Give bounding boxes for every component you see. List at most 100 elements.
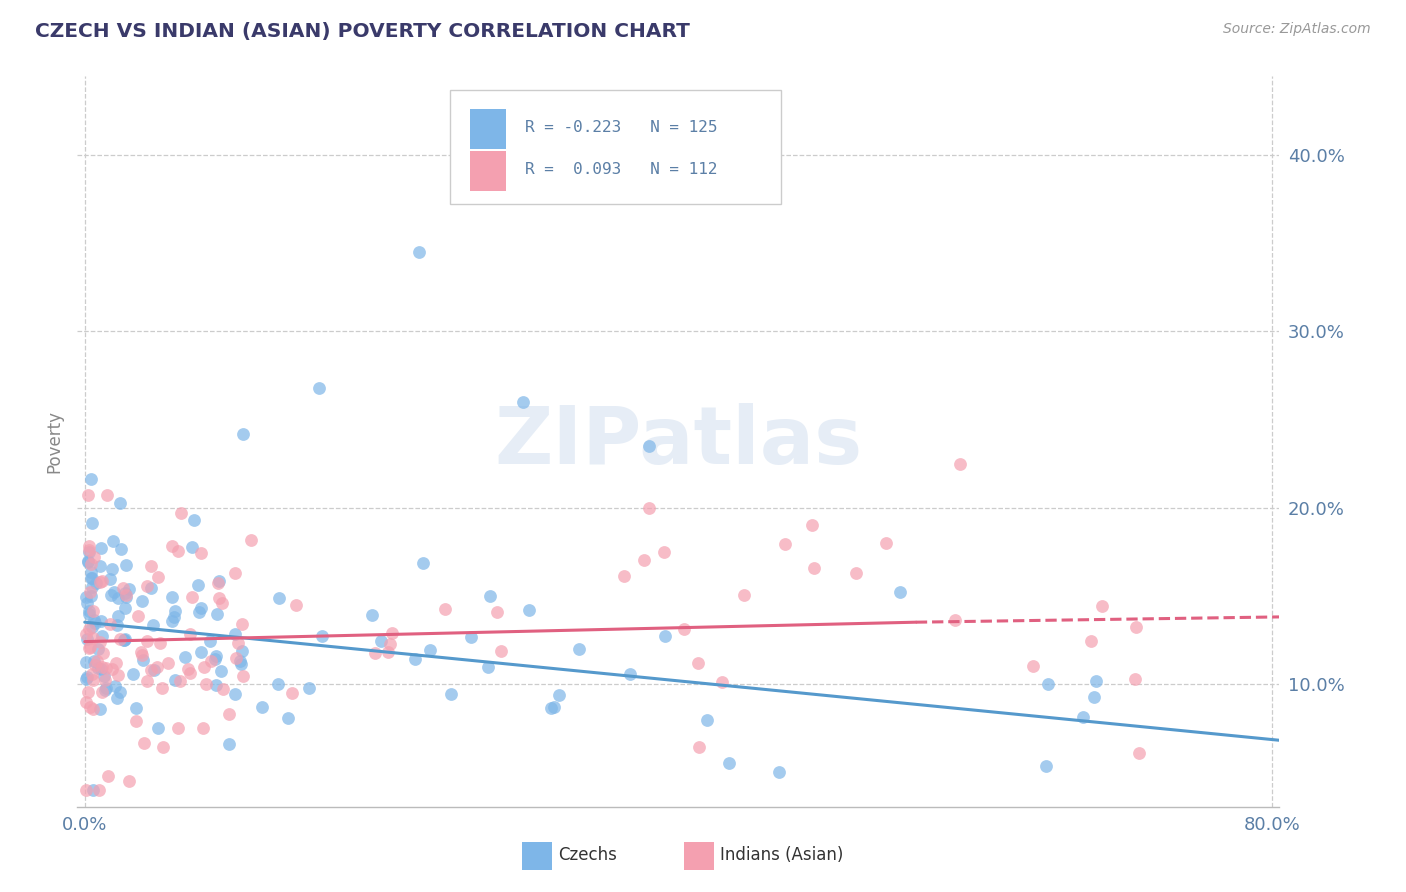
Bar [471, 151, 506, 191]
Point [232, 669, 254, 683]
Point [211, 596, 233, 610]
Point [105, 656, 128, 670]
Point [229, 657, 252, 671]
Point [143, 663, 166, 677]
Point [208, 591, 231, 606]
Point [91, 629, 114, 643]
Point [87, 642, 110, 657]
Point [226, 636, 249, 650]
Point [190, 601, 212, 615]
Point [76, 556, 98, 570]
Point [112, 633, 135, 648]
Point [949, 457, 972, 471]
Point [97, 769, 120, 783]
Point [142, 617, 165, 632]
Point [165, 673, 187, 688]
Point [84, 576, 107, 591]
Point [101, 562, 124, 576]
Point [768, 765, 790, 780]
Point [187, 605, 209, 619]
Point [224, 566, 246, 581]
Point [218, 707, 240, 722]
Point [478, 589, 501, 603]
Text: R = -0.223   N = 125: R = -0.223 N = 125 [524, 120, 717, 136]
Point [141, 581, 163, 595]
Point [231, 616, 253, 631]
Point [364, 646, 387, 660]
Point [277, 711, 299, 725]
Point [688, 656, 710, 670]
Point [187, 578, 209, 592]
Point [79, 589, 101, 603]
Point [204, 652, 226, 666]
Point [98, 572, 121, 586]
Point [284, 599, 307, 613]
Point [80, 516, 103, 530]
Point [83, 549, 105, 564]
Point [125, 700, 148, 714]
Point [76, 553, 98, 567]
Point [112, 581, 135, 595]
Point [152, 739, 174, 754]
Point [160, 614, 183, 628]
Point [1035, 759, 1057, 773]
Point [146, 660, 169, 674]
Point [96, 661, 118, 675]
Point [225, 650, 247, 665]
Point [718, 756, 741, 771]
Point [89, 702, 111, 716]
Point [75, 673, 97, 687]
Text: ZIPatlas: ZIPatlas [495, 402, 862, 481]
Point [103, 585, 125, 599]
Point [114, 558, 136, 572]
Point [165, 604, 187, 618]
Point [1085, 673, 1108, 688]
Point [77, 607, 100, 622]
Point [179, 627, 201, 641]
Point [115, 588, 138, 602]
Point [308, 381, 330, 395]
Point [637, 500, 659, 515]
Point [90, 541, 112, 555]
Point [489, 643, 512, 657]
Point [82, 673, 104, 687]
Text: Czechs: Czechs [558, 846, 617, 863]
Point [83, 654, 105, 668]
Point [734, 588, 756, 602]
Point [311, 629, 333, 643]
Point [146, 570, 169, 584]
Point [160, 590, 183, 604]
Point [207, 575, 229, 590]
Point [79, 557, 103, 571]
Bar [685, 842, 714, 871]
Point [439, 687, 461, 701]
Point [412, 556, 434, 570]
Point [108, 496, 131, 510]
Point [108, 632, 131, 646]
Point [89, 635, 111, 649]
Point [1125, 620, 1147, 634]
Point [169, 673, 191, 688]
Point [80, 667, 103, 681]
Point [281, 686, 304, 700]
Y-axis label: Poverty: Poverty [45, 410, 63, 473]
Point [803, 561, 825, 575]
Point [89, 574, 111, 589]
Point [250, 699, 273, 714]
Point [298, 681, 321, 695]
Point [108, 684, 131, 698]
Point [82, 782, 104, 797]
Point [79, 571, 103, 585]
Point [889, 585, 911, 599]
Point [845, 566, 868, 580]
Point [84, 658, 107, 673]
Point [91, 646, 114, 660]
Point [77, 684, 100, 698]
Point [75, 782, 97, 797]
Point [209, 664, 232, 678]
Point [801, 518, 824, 533]
Point [1083, 690, 1105, 704]
Point [82, 631, 104, 645]
Point [773, 537, 796, 551]
Point [519, 602, 541, 616]
